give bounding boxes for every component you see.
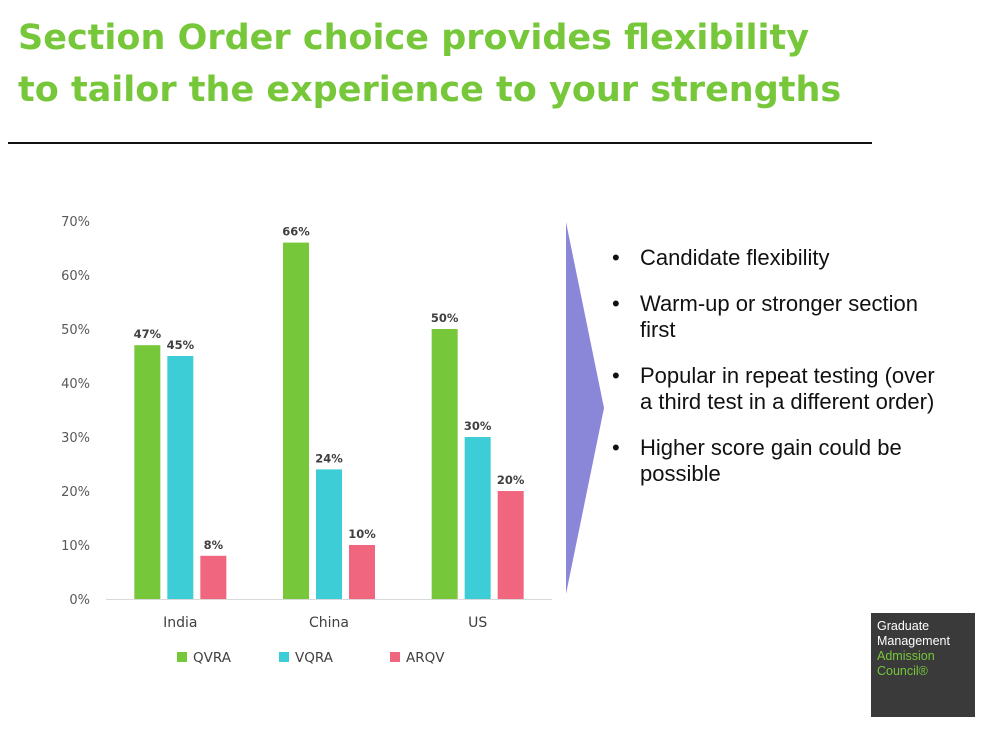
slide-title: Section Order choice provides flexibilit… (18, 12, 918, 116)
data-label: 50% (431, 311, 459, 325)
data-label: 47% (134, 327, 162, 341)
bullet-list: • Candidate flexibility • Warm-up or str… (612, 245, 942, 507)
logo-line-graduate: Graduate (877, 619, 930, 633)
bullet-text: Higher score gain could be possible (640, 435, 902, 486)
logo-line-management: Management (877, 634, 950, 648)
y-tick-label: 20% (61, 485, 90, 500)
data-label: 24% (315, 451, 343, 465)
bullet-item: • Candidate flexibility (612, 245, 942, 271)
bullet-marker: • (612, 435, 620, 460)
logo-line-admission: Admission (877, 649, 935, 663)
data-label: 8% (204, 538, 224, 552)
legend-swatch-vqra (279, 652, 289, 662)
logo-line-council: Council® (877, 664, 928, 678)
bar-arqv-us (497, 491, 524, 599)
bar-qvra-us (431, 329, 458, 599)
y-tick-label: 70% (61, 215, 90, 230)
slide-title-line-1: Section Order choice provides flexibilit… (18, 18, 810, 58)
bar-qvra-india (134, 345, 161, 599)
y-tick-label: 30% (61, 431, 90, 446)
y-tick-label: 0% (69, 593, 90, 608)
legend-label: VQRA (295, 650, 334, 666)
x-tick-label: India (163, 615, 197, 631)
bullet-marker: • (612, 291, 620, 316)
x-tick-label: US (468, 615, 487, 631)
data-label: 45% (167, 338, 195, 352)
bullet-item: • Popular in repeat testing (over a thir… (612, 363, 942, 415)
title-divider (8, 142, 872, 144)
data-label: 20% (497, 473, 525, 487)
bar-arqv-india (200, 555, 227, 599)
legend-label: ARQV (406, 650, 445, 666)
slide-title-line-2: to tailor the experience to your strengt… (18, 70, 842, 110)
bar-vqra-us (464, 437, 491, 599)
bullet-item: • Higher score gain could be possible (612, 435, 942, 487)
data-label: 30% (464, 419, 492, 433)
x-tick-label: China (309, 615, 349, 631)
bar-vqra-india (167, 356, 194, 599)
bullet-text: Candidate flexibility (640, 245, 830, 270)
bullet-marker: • (612, 245, 620, 270)
bullet-marker: • (612, 363, 620, 388)
gmac-logo: Graduate Management Admission Council® (871, 613, 975, 717)
bar-chart: 0% 10% 20% 30% 40% 50% 60% 70% 47% 45% 8% India 66% 2… (61, 215, 552, 666)
bar-arqv-china (349, 545, 375, 599)
data-label: 10% (348, 527, 376, 541)
y-tick-label: 10% (61, 539, 90, 554)
y-tick-label: 50% (61, 323, 90, 338)
legend-swatch-arqv (390, 652, 400, 662)
y-tick-label: 40% (61, 377, 90, 392)
chevron-arrow-shape (566, 222, 604, 594)
chevron-arrow-icon (566, 222, 604, 594)
bullet-text: Warm-up or stronger section first (640, 291, 918, 342)
y-tick-label: 60% (61, 269, 90, 284)
bar-vqra-china (316, 469, 342, 599)
legend-swatch-qvra (177, 652, 187, 662)
data-label: 66% (282, 225, 310, 239)
bullet-text: Popular in repeat testing (over a third … (640, 363, 935, 414)
bullet-item: • Warm-up or stronger section first (612, 291, 942, 343)
bar-qvra-china (283, 242, 309, 599)
legend-label: QVRA (193, 650, 232, 666)
